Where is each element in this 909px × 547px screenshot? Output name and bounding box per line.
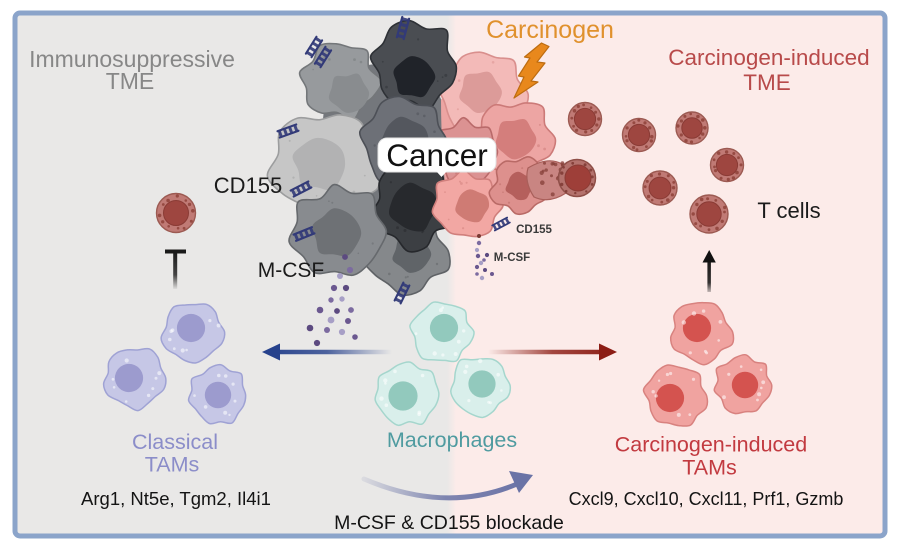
svg-text:Carcinogen: Carcinogen <box>486 16 614 44</box>
svg-text:Cancer: Cancer <box>386 137 488 173</box>
svg-text:Classical: Classical <box>132 430 218 454</box>
svg-text:Carcinogen-induced: Carcinogen-induced <box>668 45 869 70</box>
svg-text:Arg1, Nt5e, Tgm2, Il4i1: Arg1, Nt5e, Tgm2, Il4i1 <box>81 488 271 509</box>
svg-text:TAMs: TAMs <box>682 456 737 480</box>
svg-text:M-CSF & CD155 blockade: M-CSF & CD155 blockade <box>334 512 564 534</box>
svg-text:Immunosuppressive: Immunosuppressive <box>29 46 235 72</box>
svg-text:CD155: CD155 <box>516 224 552 236</box>
svg-text:Macrophages: Macrophages <box>387 428 517 452</box>
svg-text:Carcinogen-induced: Carcinogen-induced <box>615 433 807 457</box>
svg-text:T cells: T cells <box>757 198 820 223</box>
svg-text:CD155: CD155 <box>214 173 282 198</box>
svg-text:TME: TME <box>743 70 791 95</box>
svg-text:TAMs: TAMs <box>145 453 200 477</box>
svg-text:TME: TME <box>106 68 155 94</box>
svg-text:M-CSF: M-CSF <box>258 259 325 282</box>
svg-text:Cxcl9, Cxcl10, Cxcl11, Prf1, G: Cxcl9, Cxcl10, Cxcl11, Prf1, Gzmb <box>569 489 844 509</box>
svg-text:M-CSF: M-CSF <box>494 252 530 264</box>
